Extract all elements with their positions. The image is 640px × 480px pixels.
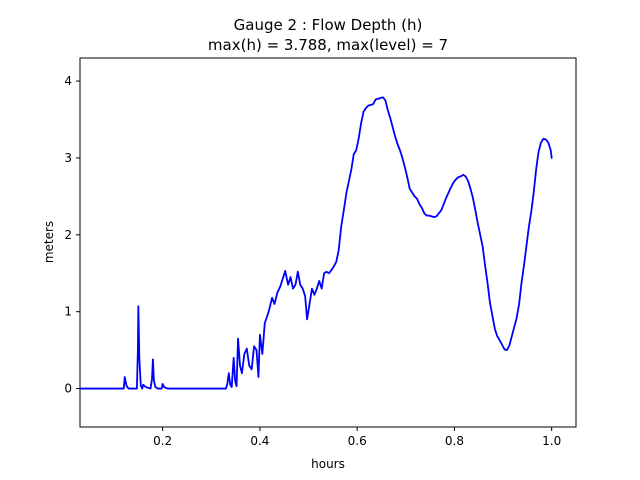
plot-frame <box>79 57 577 428</box>
x-tick-label: 0.6 <box>348 434 367 448</box>
x-tick-label: 0.4 <box>250 434 269 448</box>
y-tick-label: 2 <box>64 228 72 242</box>
x-tick-label: 0.8 <box>445 434 464 448</box>
x-axis-ticks: 0.2 0.4 0.6 0.8 1.0 <box>153 427 561 448</box>
x-tick-label: 0.2 <box>153 434 172 448</box>
chart-title-line2: max(h) = 3.788, max(level) = 7 <box>208 36 448 54</box>
chart-title-line1: Gauge 2 : Flow Depth (h) <box>234 16 423 34</box>
y-tick-label: 0 <box>64 382 72 396</box>
y-axis-ticks: 0 1 2 3 4 <box>64 74 80 396</box>
plot-area <box>79 57 577 428</box>
x-axis-label: hours <box>311 457 345 471</box>
x-tick-label: 1.0 <box>542 434 561 448</box>
y-axis-label: meters <box>42 221 56 263</box>
y-tick-label: 4 <box>64 74 72 88</box>
y-tick-label: 1 <box>64 305 72 319</box>
data-layer <box>79 96 553 390</box>
y-tick-label: 3 <box>64 151 72 165</box>
series-line <box>79 96 553 390</box>
